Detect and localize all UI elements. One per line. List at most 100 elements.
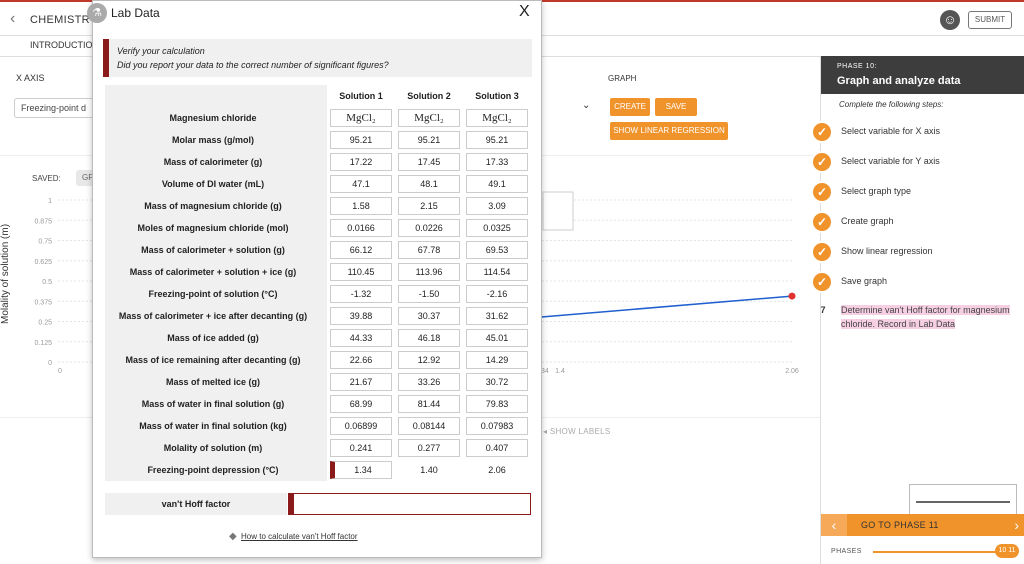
y-tick-label: 0.25 <box>38 320 52 327</box>
value-input[interactable]: -1.50 <box>398 285 460 303</box>
saved-graph-chip[interactable]: GF <box>76 170 96 186</box>
value-input[interactable]: 33.26 <box>398 373 460 391</box>
chevron-right-icon[interactable]: › <box>1014 517 1019 533</box>
value-input[interactable]: 39.88 <box>330 307 392 325</box>
table-row: Mass of melted ice (g) 21.67 33.26 30.72 <box>105 371 531 393</box>
value-input[interactable]: 30.72 <box>466 373 528 391</box>
value-input[interactable]: 17.45 <box>398 153 460 171</box>
value-input[interactable]: 17.33 <box>466 153 528 171</box>
y-tick-label: 0.625 <box>34 259 52 266</box>
step-label: Save graph <box>841 276 888 286</box>
value-input[interactable]: 3.09 <box>466 197 528 215</box>
cell: 45.01 <box>463 327 531 349</box>
phase-panel: PHASE 10: Graph and analyze data Complet… <box>811 56 1024 564</box>
value-input[interactable]: 0.277 <box>398 439 460 457</box>
phases-label: PHASES <box>831 548 862 555</box>
step-label: Select variable for Y axis <box>841 156 940 166</box>
value-input[interactable]: MgCl₂ <box>398 109 460 127</box>
save-button[interactable]: SAVE <box>655 98 697 116</box>
value-input[interactable]: 81.44 <box>398 395 460 413</box>
value-input[interactable]: 0.0166 <box>330 219 392 237</box>
value-input[interactable]: 0.0325 <box>466 219 528 237</box>
go-next-phase-label: GO TO PHASE 11 <box>861 520 939 530</box>
value-input[interactable]: 14.29 <box>466 351 528 369</box>
value-input[interactable]: 95.21 <box>466 131 528 149</box>
value-input[interactable]: 113.96 <box>398 263 460 281</box>
cell: 0.0166 <box>327 217 395 239</box>
value-input[interactable]: 114.54 <box>466 263 528 281</box>
value-input[interactable]: 45.01 <box>466 329 528 347</box>
value-input[interactable]: -1.32 <box>330 285 392 303</box>
show-labels-toggle[interactable]: ◂ SHOW LABELS <box>543 427 611 436</box>
value-input[interactable]: 47.1 <box>330 175 392 193</box>
cell: 95.21 <box>463 129 531 151</box>
value-input[interactable]: 79.83 <box>466 395 528 413</box>
linear-regression-button[interactable]: SHOW LINEAR REGRESSION <box>610 122 728 140</box>
value-input[interactable]: 95.21 <box>330 131 392 149</box>
value-input[interactable]: 0.06899 <box>330 417 392 435</box>
value-input[interactable]: 0.07983 <box>466 417 528 435</box>
table-row: Mass of calorimeter (g) 17.22 17.45 17.33 <box>105 151 531 173</box>
next-phase-bar[interactable]: ‹ GO TO PHASE 11 › <box>821 514 1024 536</box>
x-axis-label: X AXIS <box>16 73 45 83</box>
phase-title: Graph and analyze data <box>837 75 961 87</box>
value-input[interactable]: 17.22 <box>330 153 392 171</box>
value-input[interactable]: 0.407 <box>466 439 528 457</box>
value-input[interactable]: 68.99 <box>330 395 392 413</box>
value-input[interactable]: 2.15 <box>398 197 460 215</box>
chevron-left-icon[interactable]: ‹ <box>821 514 847 536</box>
value-input[interactable]: MgCl₂ <box>330 109 392 127</box>
steps-instruction: Complete the following steps: <box>839 100 944 109</box>
value-input[interactable]: 22.66 <box>330 351 392 369</box>
value-input[interactable]: MgCl₂ <box>466 109 528 127</box>
value-input[interactable]: 48.1 <box>398 175 460 193</box>
step-create-graph: ✓ Create graph <box>811 209 1024 235</box>
value-input-error[interactable]: 1.34 <box>330 461 392 479</box>
tab-introduction[interactable]: INTRODUCTION <box>30 40 99 50</box>
series-path <box>516 295 793 324</box>
value-input[interactable]: 49.1 <box>466 175 528 193</box>
y-tick-labels: 0 0.125 0.25 0.375 0.5 0.625 0.75 0.875 1 <box>34 198 52 367</box>
value-input[interactable]: 31.62 <box>466 307 528 325</box>
cell: 67.78 <box>395 239 463 261</box>
value-input[interactable]: 0.0226 <box>398 219 460 237</box>
close-icon[interactable]: X <box>519 3 530 20</box>
data-point[interactable] <box>788 292 796 300</box>
cell: 17.45 <box>395 151 463 173</box>
chevron-down-icon[interactable]: ⌄ <box>582 100 591 111</box>
cell: 14.29 <box>463 349 531 371</box>
value-input[interactable]: 69.53 <box>466 241 528 259</box>
value-input[interactable]: 0.241 <box>330 439 392 457</box>
cell: 47.1 <box>327 173 395 195</box>
value-input[interactable]: 30.37 <box>398 307 460 325</box>
create-button[interactable]: CREATE <box>610 98 650 116</box>
value-input[interactable]: 46.18 <box>398 329 460 347</box>
accessibility-icon[interactable]: ☺ <box>940 10 960 30</box>
row-label: Mass of calorimeter + solution + ice (g) <box>105 261 327 283</box>
cell: 0.0325 <box>463 217 531 239</box>
value-input[interactable]: 1.58 <box>330 197 392 215</box>
value-input[interactable]: 21.67 <box>330 373 392 391</box>
x-axis-select[interactable]: Freezing-point d <box>14 98 94 118</box>
value-input[interactable]: 110.45 <box>330 263 392 281</box>
step-label: Select variable for X axis <box>841 126 941 136</box>
value-input[interactable]: 95.21 <box>398 131 460 149</box>
cell: -2.16 <box>463 283 531 305</box>
vant-hoff-input[interactable] <box>288 493 531 515</box>
value-input[interactable]: 12.92 <box>398 351 460 369</box>
chevron-left-icon[interactable]: ‹ <box>10 10 16 27</box>
howto-link[interactable]: How to calculate van't Hoff factor <box>241 532 358 541</box>
row-label: Molar mass (g/mol) <box>105 129 327 151</box>
submit-button[interactable]: SUBMIT <box>968 11 1012 29</box>
value-input[interactable]: 0.08144 <box>398 417 460 435</box>
cell: 110.45 <box>327 261 395 283</box>
value-input[interactable]: 67.78 <box>398 241 460 259</box>
phases-progress-indicator[interactable]: 10 11 <box>995 544 1019 558</box>
step-select-y: ✓ Select variable for Y axis <box>811 149 1024 175</box>
value-input[interactable]: 66.12 <box>330 241 392 259</box>
flask-icon: ⚗ <box>87 3 107 23</box>
value-input[interactable]: 44.33 <box>330 329 392 347</box>
value-input[interactable]: -2.16 <box>466 285 528 303</box>
thumbnail-line <box>916 501 1010 503</box>
saved-graph-thumbnail[interactable] <box>909 484 1017 518</box>
